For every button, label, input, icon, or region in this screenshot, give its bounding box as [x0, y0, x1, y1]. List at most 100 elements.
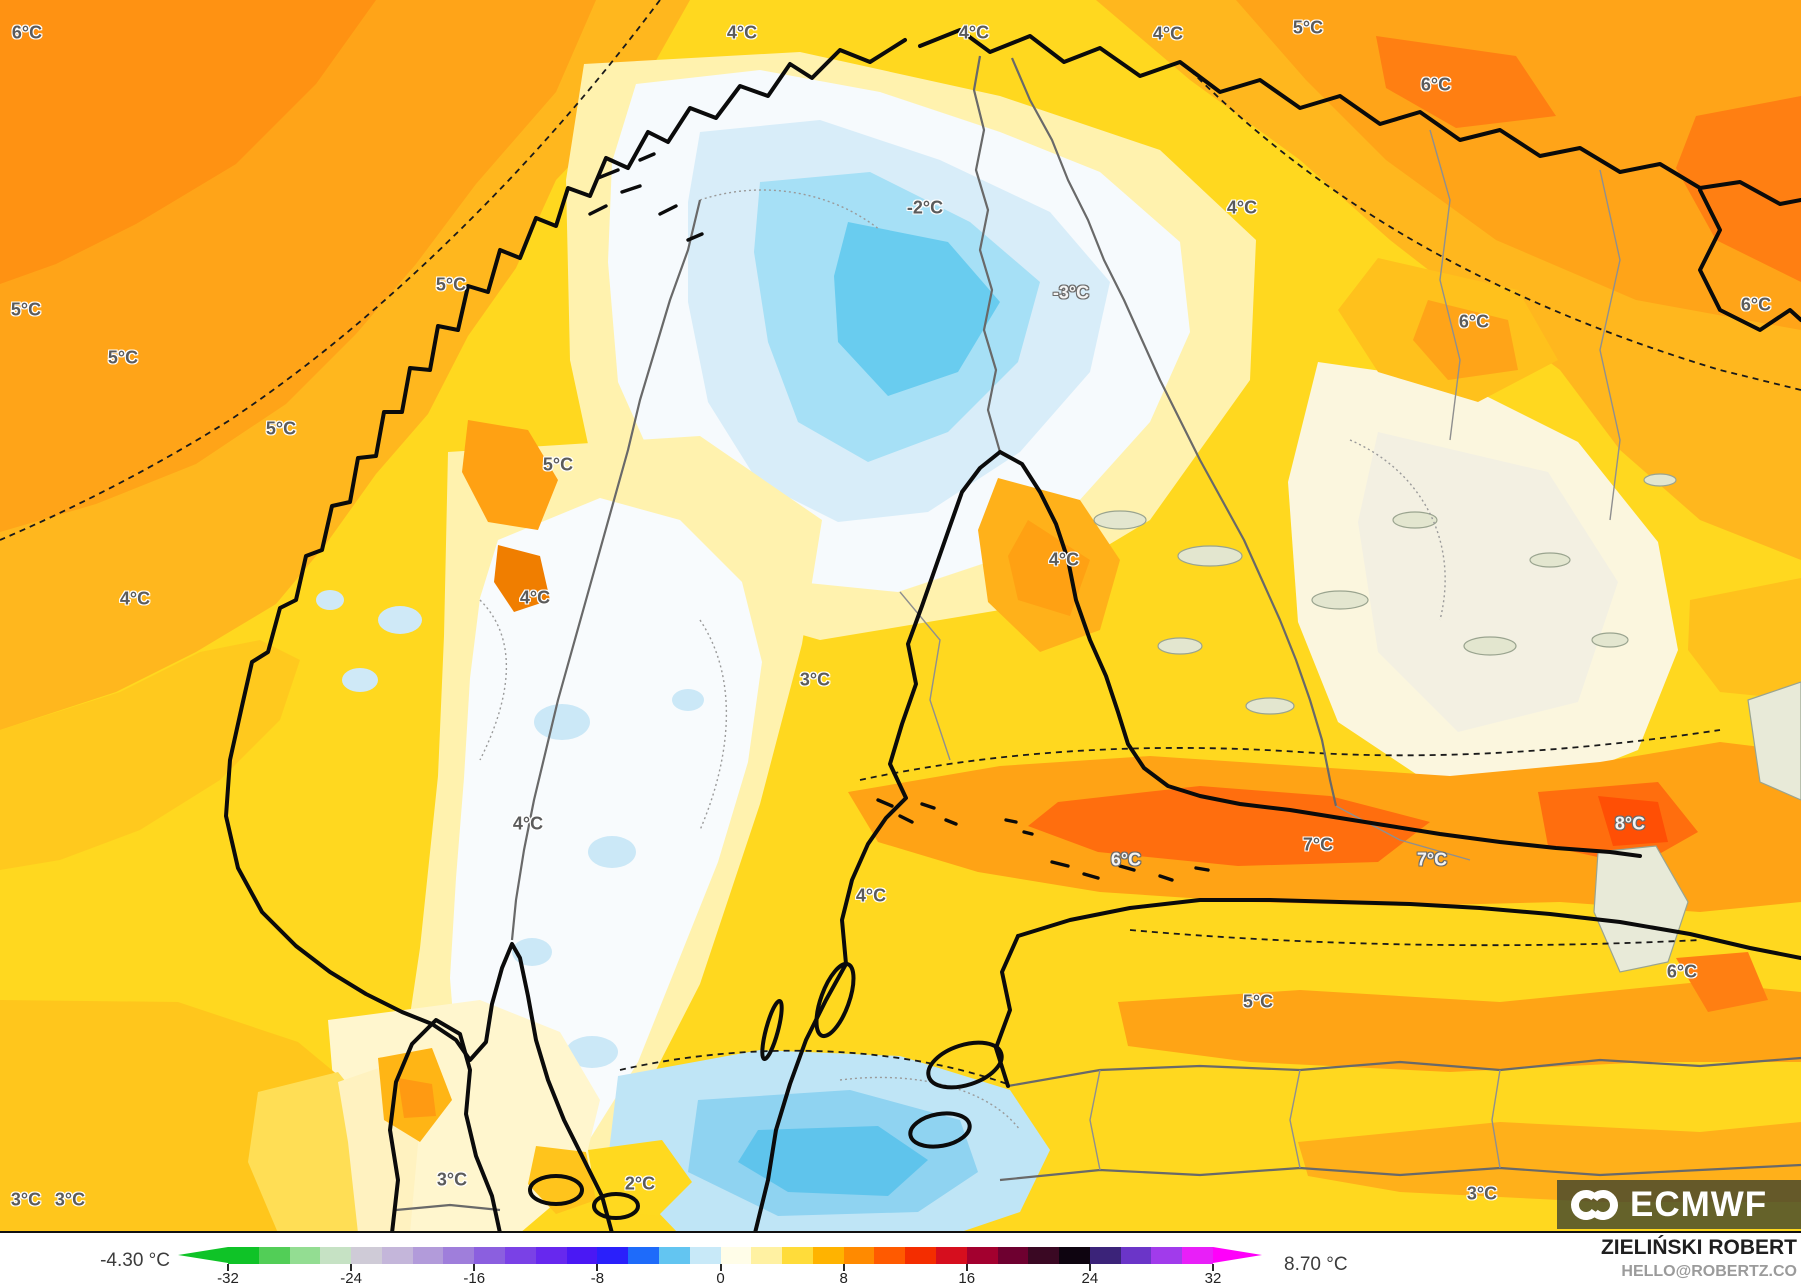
temp-label: -3°C — [1052, 282, 1090, 303]
colorbar-tick-label: 32 — [1204, 1270, 1222, 1287]
temp-label: 4°C — [512, 813, 544, 834]
contour-lines — [0, 0, 1801, 1086]
colorbar-max-value: 8.70 °C — [1284, 1254, 1348, 1275]
colorbar-tick — [227, 1264, 229, 1271]
coastline — [224, 28, 1801, 1231]
temp-label: 5°C — [107, 347, 139, 368]
colorbar-segment — [566, 1247, 598, 1264]
minor-contour-lines — [479, 189, 1446, 1131]
colorbar-segment — [966, 1247, 998, 1264]
colorbar-segment — [320, 1247, 352, 1264]
temp-label: 4°C — [1048, 549, 1080, 570]
colorbar-tick — [350, 1264, 353, 1271]
colorbar-segment — [381, 1247, 413, 1264]
colorbar-segment — [351, 1247, 382, 1264]
anomaly-map: 6°C 4°C 4°C 4°C 5°C 6°C -2°C -3°C 4°C 6°C 6°C 5°C 5°… — [0, 0, 1801, 1233]
temp-label: 5°C — [265, 418, 297, 439]
colorbar-right-arrow — [1213, 1247, 1262, 1263]
temp-label: 4°C — [1226, 197, 1258, 218]
temp-label: 5°C — [435, 274, 467, 295]
colorbar-tick-label: 16 — [958, 1270, 976, 1287]
temp-label: 6°C — [1420, 74, 1452, 95]
colorbar-segment — [412, 1247, 444, 1264]
colorbar-segment — [628, 1247, 659, 1264]
temperature-field — [0, 0, 1801, 1231]
temp-label: 5°C — [542, 454, 574, 475]
temp-label: 6°C — [11, 22, 43, 43]
temp-label: 5°C — [1242, 991, 1274, 1012]
colorbar-segment — [997, 1247, 1029, 1264]
colorbar-min-value: -4.30 °C — [100, 1250, 170, 1271]
colorbar-segment — [905, 1247, 936, 1264]
colorbar-segment — [258, 1247, 290, 1264]
colorbar-tick — [1212, 1264, 1214, 1271]
colorbar-tick-label: 24 — [1081, 1270, 1099, 1287]
country-borders — [395, 55, 1801, 1212]
temp-label: 5°C — [10, 299, 42, 320]
temp-label: 3°C — [436, 1169, 468, 1190]
colorbar-segment — [751, 1247, 783, 1264]
colorbar-segment — [812, 1247, 844, 1264]
temp-label: -2°C — [906, 197, 944, 218]
colorbar-tick-label: 8 — [839, 1270, 848, 1287]
temp-label: 4°C — [119, 588, 151, 609]
temp-label: 5°C — [1292, 17, 1324, 38]
temp-label: 7°C — [1416, 849, 1448, 870]
colorbar-tick-label: -8 — [590, 1270, 605, 1287]
temperature-anomaly-field — [0, 0, 1801, 1231]
colorbar-segment — [1028, 1247, 1060, 1264]
colorbar-segment — [1182, 1247, 1213, 1264]
colorbar-segment — [843, 1247, 875, 1264]
temp-label: 2°C — [624, 1173, 656, 1194]
ecmwf-logo-text: ECMWF — [1630, 1185, 1768, 1224]
temp-label: 6°C — [1110, 849, 1142, 870]
colorbar-tick — [842, 1264, 845, 1271]
lakes — [1093, 473, 1801, 973]
colorbar-tick — [965, 1264, 968, 1271]
temp-label: 8°C — [1614, 813, 1646, 834]
colorbar-tick-label: -24 — [340, 1270, 362, 1287]
temp-label: 3°C — [54, 1189, 86, 1210]
temp-label: 6°C — [1666, 961, 1698, 982]
ecmwf-emblem-icon — [1571, 1189, 1618, 1220]
colorbar-segment — [658, 1247, 690, 1264]
colorbar-segment — [874, 1247, 906, 1264]
colorbar — [228, 1247, 1213, 1264]
colorbar-tick-label: 0 — [716, 1270, 725, 1287]
colorbar-tick — [719, 1264, 722, 1271]
temp-label: 4°C — [855, 885, 887, 906]
attribution-email: HELLO@ROBERTZ.CO — [1621, 1263, 1797, 1280]
colorbar-segment — [289, 1247, 321, 1264]
colorbar-segment — [689, 1247, 721, 1264]
colorbar-segment — [535, 1247, 567, 1264]
colorbar-segment — [597, 1247, 629, 1264]
colorbar-segment — [935, 1247, 967, 1264]
colorbar-segment — [443, 1247, 475, 1264]
colorbar-segment — [1151, 1247, 1183, 1264]
temp-label: 4°C — [958, 22, 990, 43]
islands — [588, 152, 1210, 882]
temp-label: 4°C — [1152, 23, 1184, 44]
colorbar-segment — [782, 1247, 813, 1264]
colorbar-tick-label: -32 — [217, 1270, 239, 1287]
temp-label: 3°C — [1466, 1183, 1498, 1204]
temp-label: 6°C — [1458, 311, 1490, 332]
colorbar-segment — [1120, 1247, 1152, 1264]
colorbar-tick — [473, 1264, 476, 1271]
colorbar-segment — [720, 1247, 752, 1264]
colorbar-segment — [228, 1247, 259, 1264]
colorbar-segment — [1059, 1247, 1090, 1264]
colorbar-tick — [596, 1264, 599, 1271]
colorbar-segment — [505, 1247, 536, 1264]
temp-label: 3°C — [10, 1189, 42, 1210]
colorbar-tick — [1088, 1264, 1091, 1271]
ecmwf-logo: ECMWF — [1557, 1180, 1801, 1229]
temperature-labels: 6°C 4°C 4°C 4°C 5°C 6°C -2°C -3°C 4°C 6°C 6°C 5°C 5°… — [10, 17, 1771, 1210]
temp-label: 4°C — [726, 22, 758, 43]
colorbar-tick-label: -16 — [463, 1270, 486, 1287]
colorbar-segment — [1089, 1247, 1121, 1264]
attribution-name: ZIELIŃSKI ROBERT — [1600, 1236, 1797, 1259]
temp-label: 7°C — [1302, 834, 1334, 855]
temp-label: 3°C — [799, 669, 831, 690]
colorbar-left-arrow — [178, 1247, 228, 1263]
